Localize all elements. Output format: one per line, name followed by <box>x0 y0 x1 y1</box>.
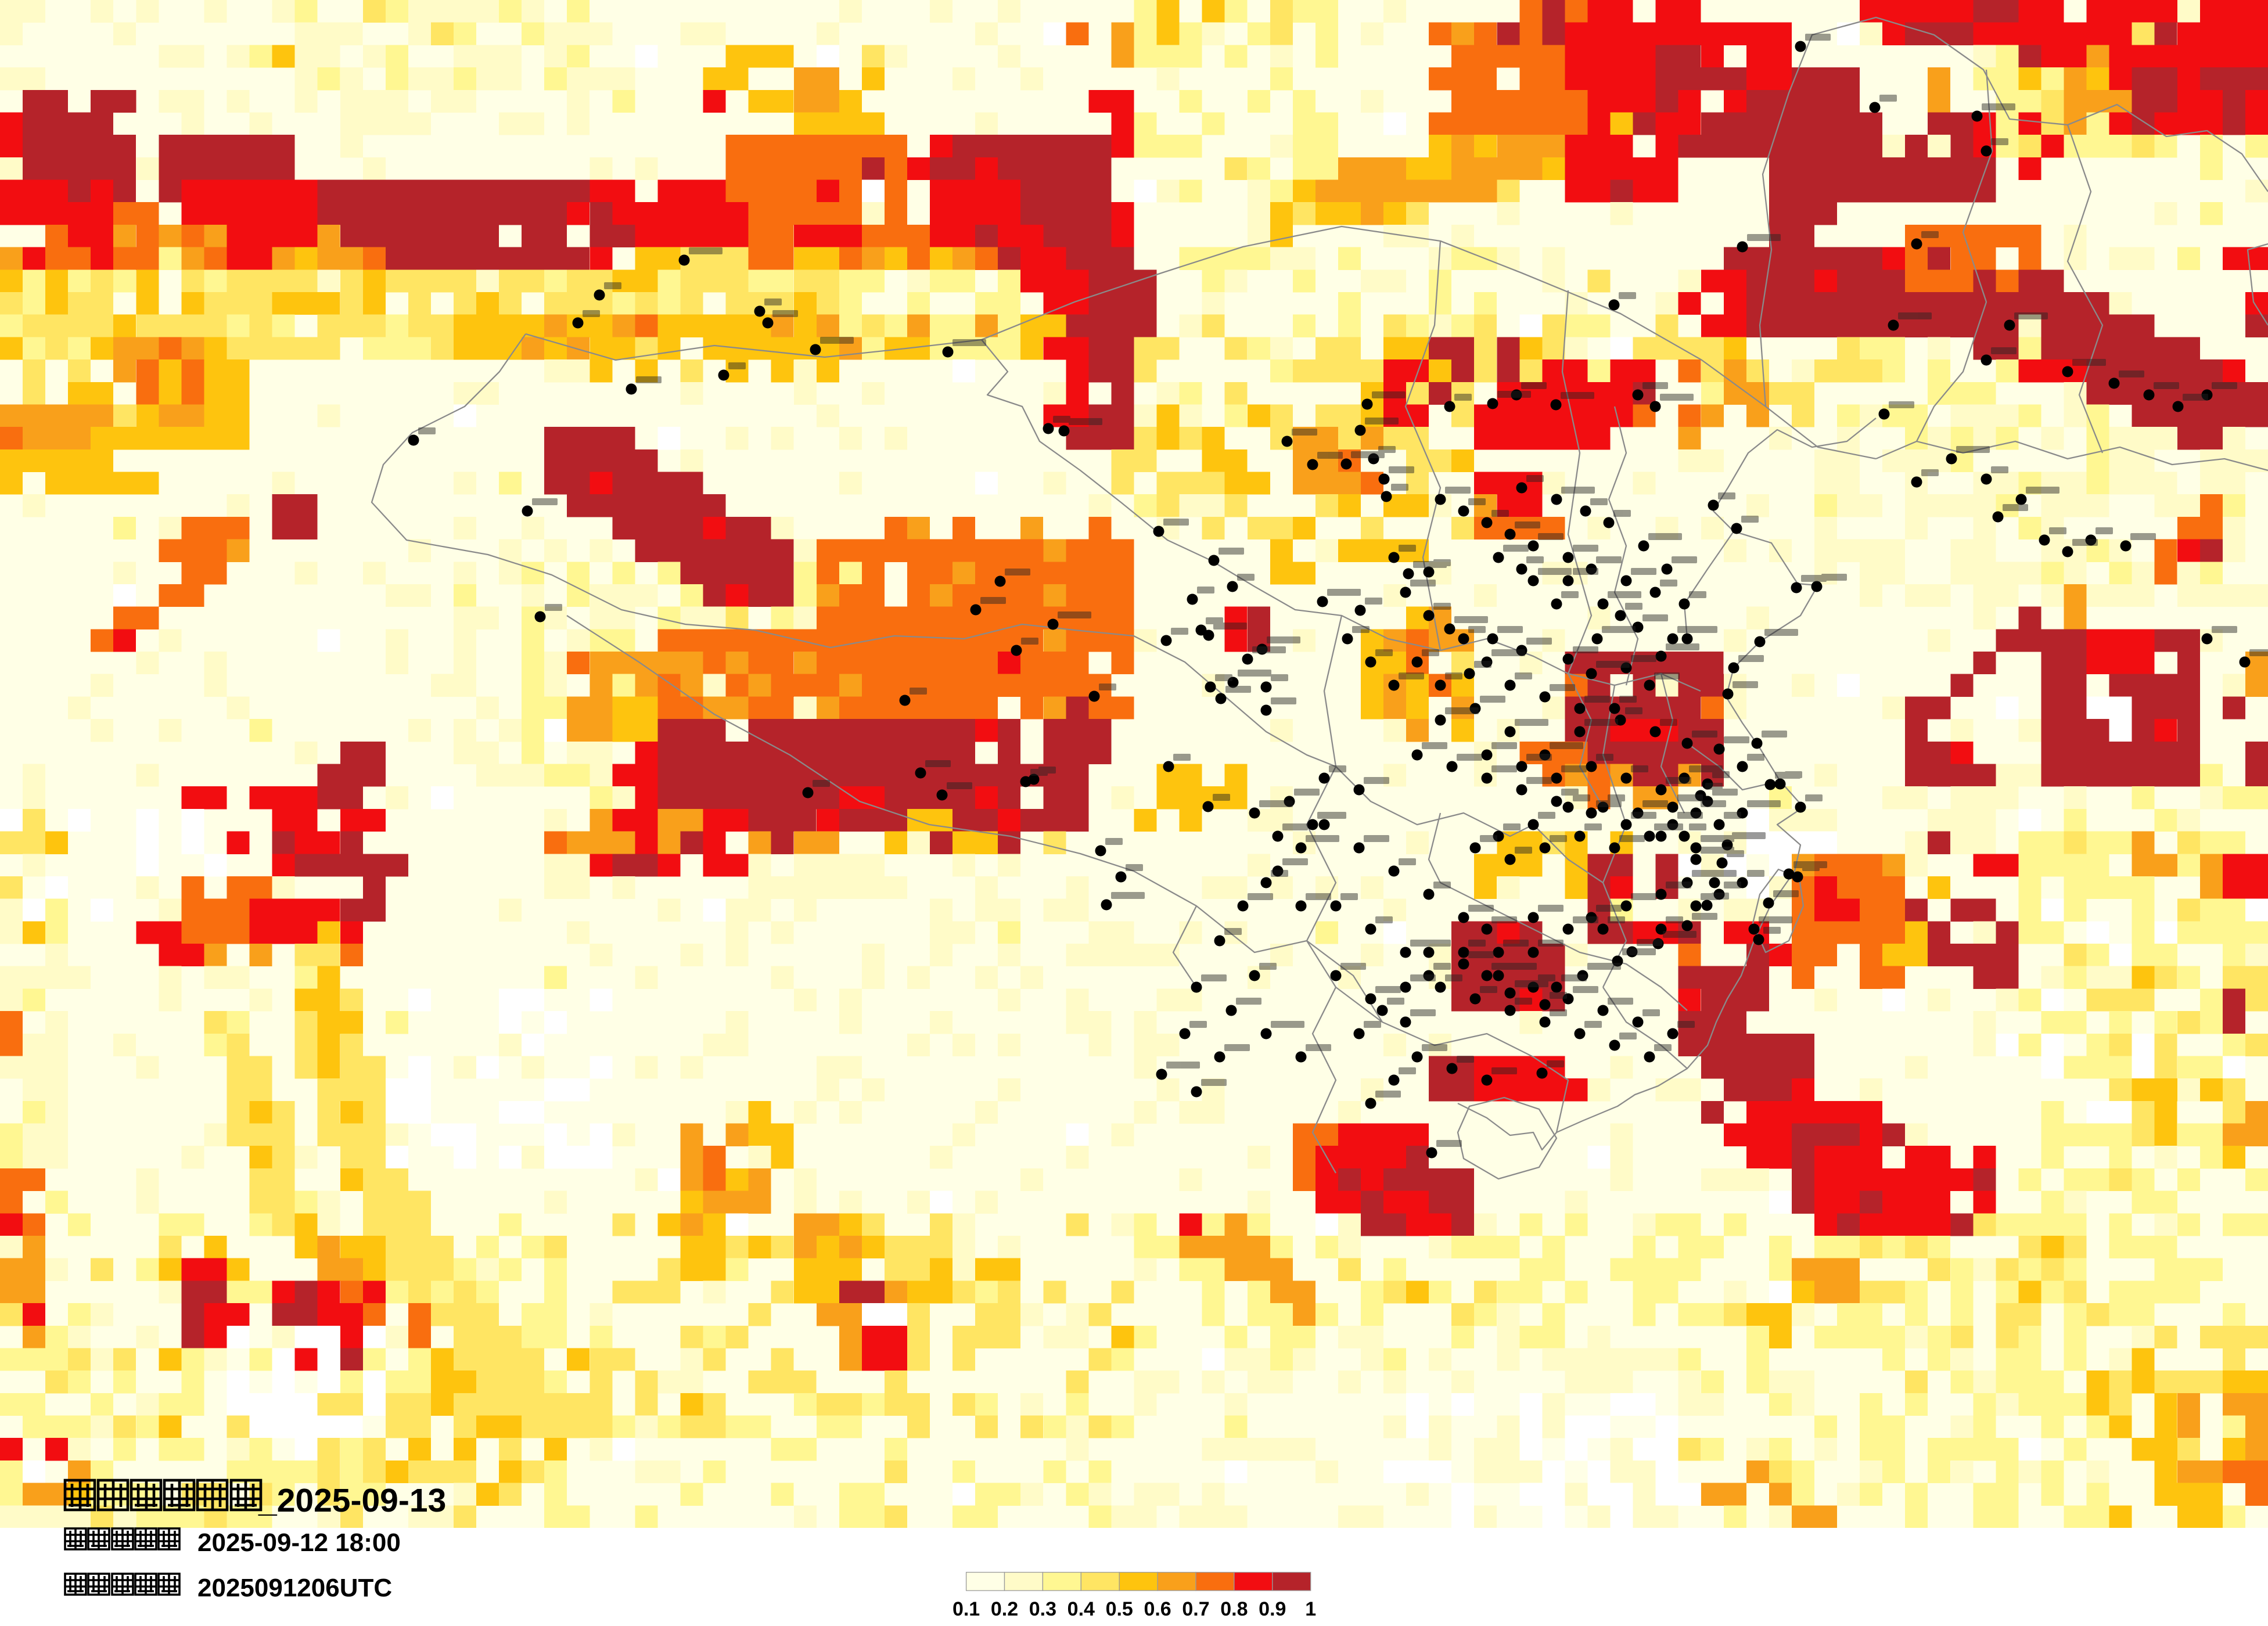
svg-text:2025-09-12 18:00: 2025-09-12 18:00 <box>197 1528 401 1557</box>
svg-text:0.9: 0.9 <box>1259 1598 1286 1620</box>
svg-text:0.4: 0.4 <box>1067 1598 1095 1620</box>
svg-text:0.3: 0.3 <box>1029 1598 1056 1620</box>
svg-text:0.8: 0.8 <box>1220 1598 1248 1620</box>
svg-text:0.5: 0.5 <box>1106 1598 1133 1620</box>
svg-text:0.6: 0.6 <box>1144 1598 1171 1620</box>
svg-text:0.7: 0.7 <box>1182 1598 1209 1620</box>
svg-text:0.1: 0.1 <box>953 1598 980 1620</box>
svg-text:1: 1 <box>1305 1598 1316 1620</box>
svg-text:2025091206UTC: 2025091206UTC <box>197 1574 392 1602</box>
svg-text:_2025-09-13: _2025-09-13 <box>258 1482 446 1519</box>
svg-text:0.2: 0.2 <box>991 1598 1018 1620</box>
